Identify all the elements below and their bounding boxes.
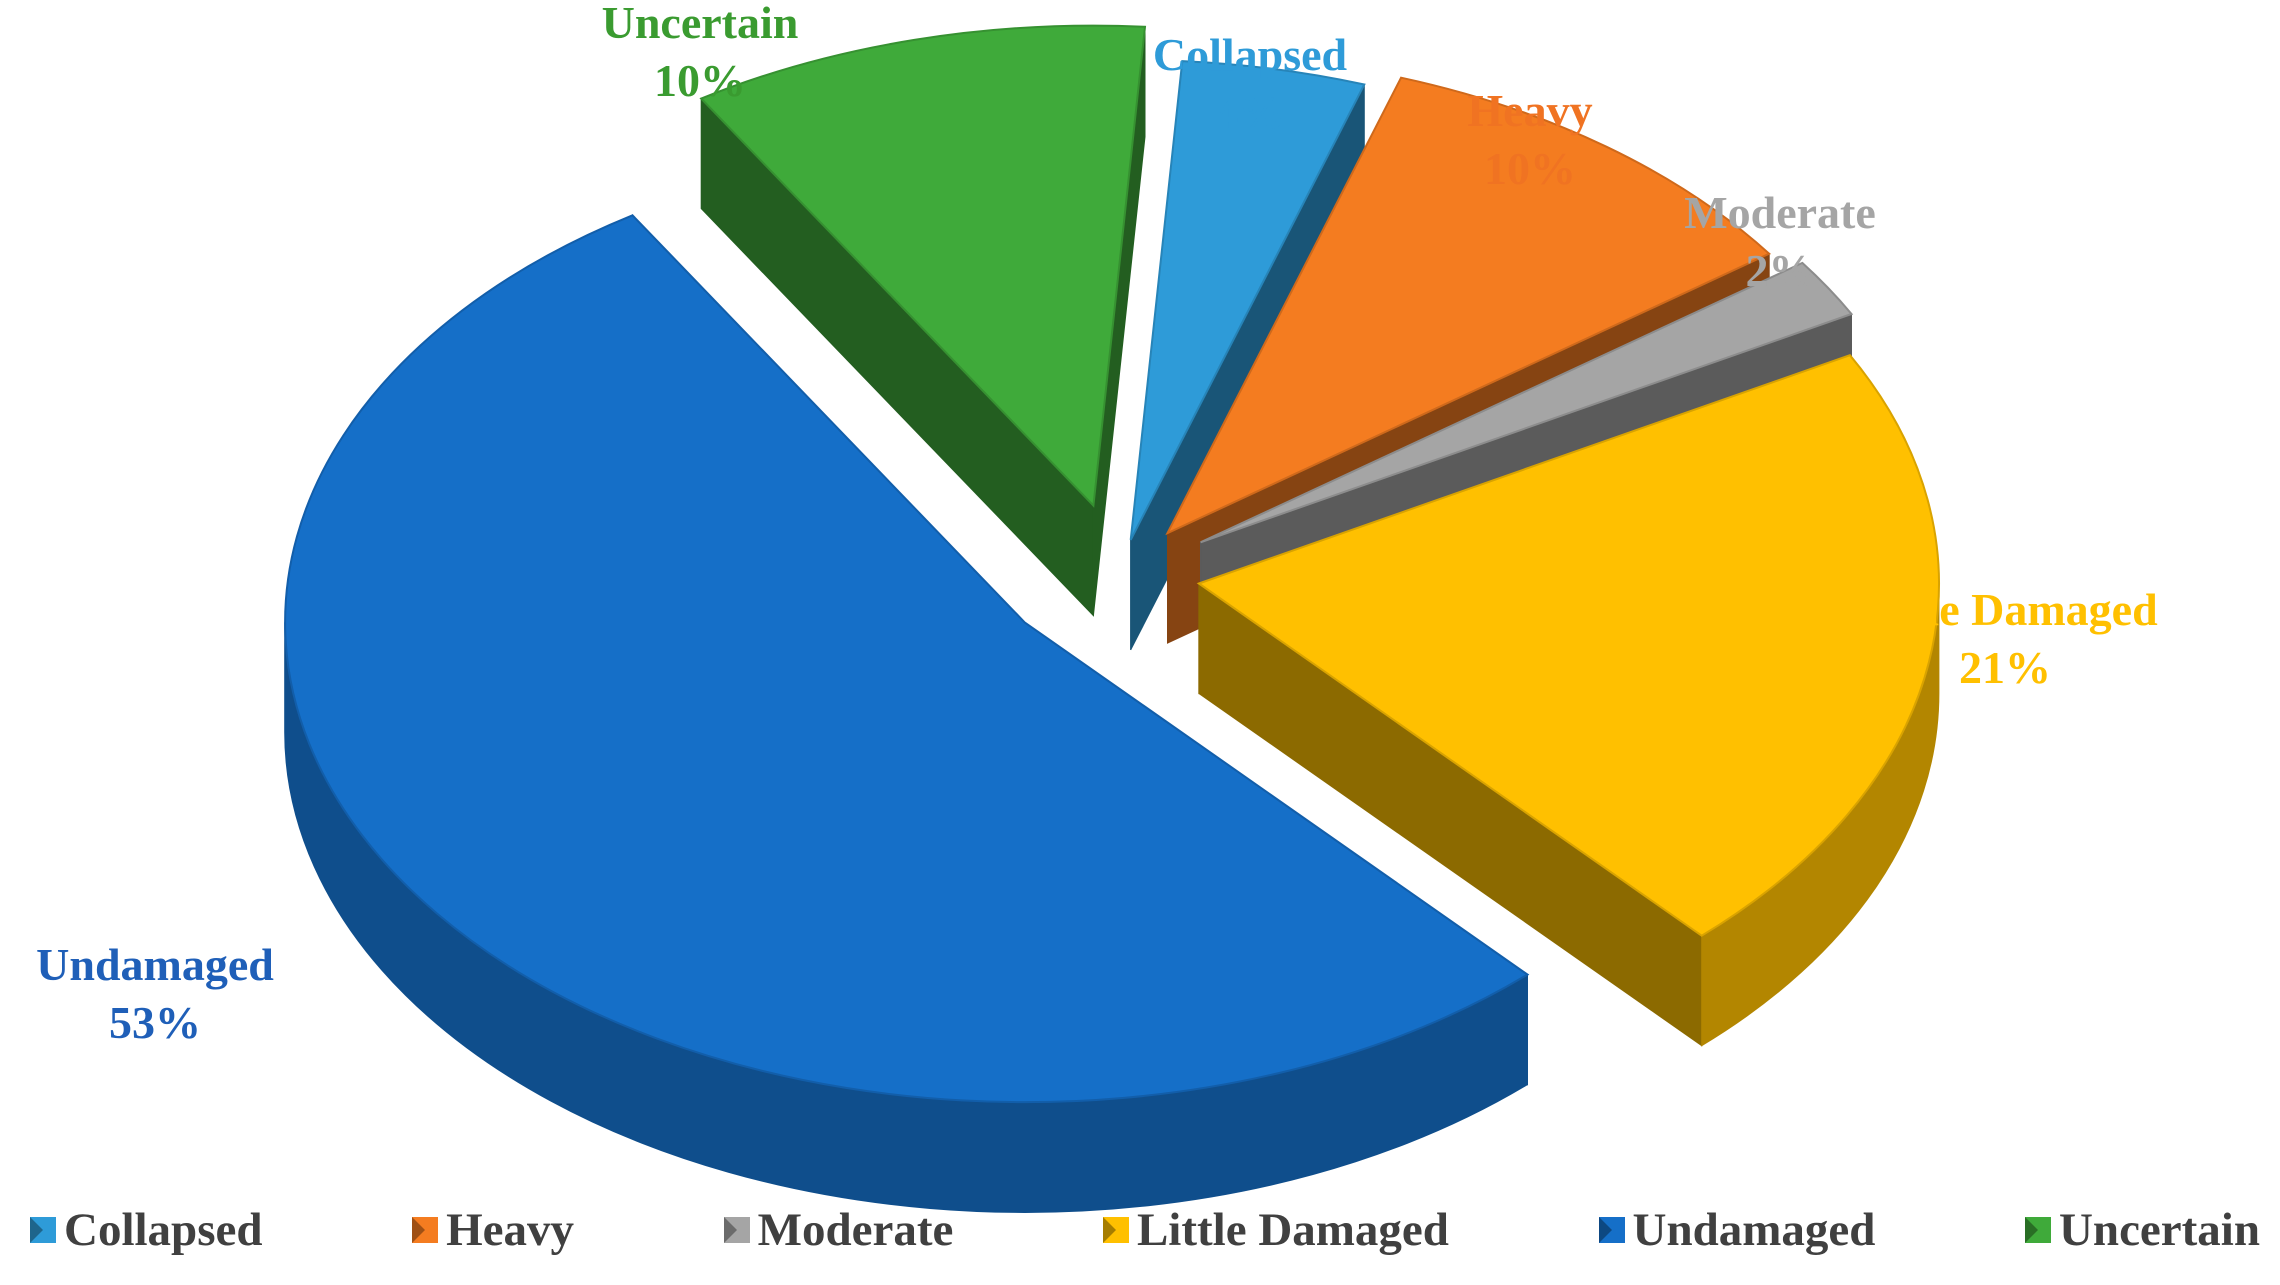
pie-slice-uncertain bbox=[699, 24, 1147, 617]
data-label-value: 2% bbox=[1746, 245, 1815, 296]
slice-top bbox=[699, 24, 1147, 508]
slice-top bbox=[1165, 76, 1771, 536]
legend-item: Collapsed bbox=[30, 1203, 263, 1257]
pie-slice-little-damaged bbox=[1196, 354, 1940, 1047]
legend-label: Heavy bbox=[446, 1204, 575, 1256]
slice-top bbox=[1196, 354, 1940, 937]
data-label-name: Little Damaged bbox=[1852, 584, 2158, 635]
data-label-name: Collapsed bbox=[1153, 29, 1348, 80]
slice-top bbox=[1129, 60, 1366, 541]
slice-top bbox=[1200, 261, 1854, 544]
legend-item: Moderate bbox=[723, 1203, 954, 1257]
data-label-name: Uncertain bbox=[602, 0, 799, 48]
data-label-name: Heavy bbox=[1467, 85, 1592, 136]
legend-item: Undamaged bbox=[1598, 1203, 1876, 1257]
legend-label: Moderate bbox=[757, 1204, 954, 1256]
legend-swatch bbox=[412, 1217, 439, 1243]
legend: Collapsed Heavy Moderate Little Damaged Unda… bbox=[30, 1195, 2260, 1265]
data-label-value: 21% bbox=[1959, 642, 2051, 693]
legend-label: Uncertain bbox=[2058, 1204, 2260, 1256]
legend-label: Undamaged bbox=[1632, 1204, 1876, 1256]
pie-slice-undamaged bbox=[284, 214, 1530, 1213]
legend-item: Little Damaged bbox=[1102, 1203, 1449, 1257]
legend-swatch bbox=[1102, 1217, 1129, 1243]
data-label-value: 53% bbox=[109, 997, 201, 1048]
legend-item: Heavy bbox=[412, 1203, 574, 1257]
legend-label: Little Damaged bbox=[1136, 1204, 1449, 1256]
data-label-value: 10% bbox=[654, 55, 746, 106]
legend-item: Uncertain bbox=[2024, 1203, 2260, 1257]
data-label-name: Moderate bbox=[1684, 187, 1876, 238]
legend-swatch bbox=[2024, 1217, 2051, 1243]
legend-swatch bbox=[30, 1217, 56, 1243]
legend-label: Collapsed bbox=[64, 1204, 263, 1256]
legend-swatch bbox=[723, 1217, 750, 1243]
slice-top bbox=[284, 214, 1530, 1104]
legend-swatch bbox=[1598, 1217, 1625, 1243]
data-label-value: 4% bbox=[1216, 87, 1285, 138]
data-label-value: 10% bbox=[1484, 143, 1576, 194]
data-label-name: Undamaged bbox=[36, 939, 274, 990]
